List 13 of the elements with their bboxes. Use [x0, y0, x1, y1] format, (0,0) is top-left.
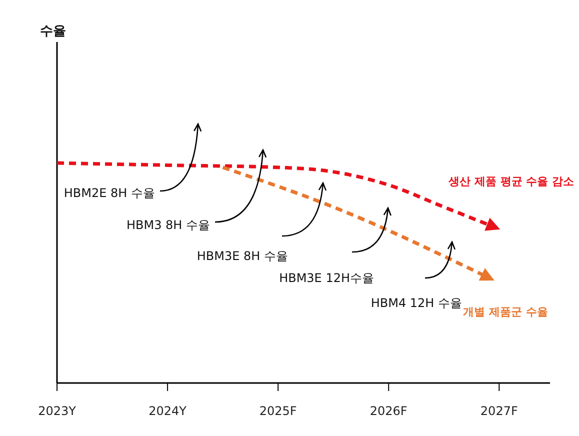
annotation: HBM4 12H 수율 — [370, 296, 462, 310]
annotation: HBM3E 12H수율 — [279, 271, 374, 285]
series-label: 생산 제품 평균 수율 감소 — [448, 174, 574, 188]
annotation: HBM3 8H 수율 — [126, 218, 210, 232]
x-tick-label: 2026F — [370, 404, 408, 418]
x-tick-label: 2027F — [480, 404, 518, 418]
text: 개별 제품군 수율 — [463, 305, 548, 318]
x-tick-label: 2024Y — [148, 404, 188, 418]
text: 수율 — [40, 24, 66, 39]
x-tick-label: 2025F — [259, 404, 297, 418]
x-tick-label: 2023Y — [38, 404, 77, 418]
annotation: HBM2E 8H 수율 — [64, 186, 155, 200]
annotation: HBM3E 8H 수율 — [196, 249, 288, 263]
